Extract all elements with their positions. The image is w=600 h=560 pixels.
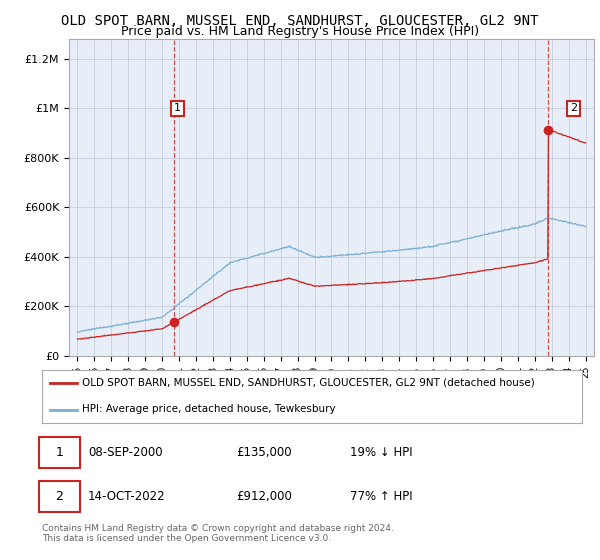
Text: OLD SPOT BARN, MUSSEL END, SANDHURST, GLOUCESTER, GL2 9NT: OLD SPOT BARN, MUSSEL END, SANDHURST, GL… bbox=[61, 14, 539, 28]
FancyBboxPatch shape bbox=[40, 437, 80, 468]
Text: Contains HM Land Registry data © Crown copyright and database right 2024.
This d: Contains HM Land Registry data © Crown c… bbox=[42, 524, 394, 543]
Text: HPI: Average price, detached house, Tewkesbury: HPI: Average price, detached house, Tewk… bbox=[83, 404, 336, 414]
Text: 1: 1 bbox=[174, 104, 181, 114]
Text: 08-SEP-2000: 08-SEP-2000 bbox=[88, 446, 163, 459]
Text: OLD SPOT BARN, MUSSEL END, SANDHURST, GLOUCESTER, GL2 9NT (detached house): OLD SPOT BARN, MUSSEL END, SANDHURST, GL… bbox=[83, 378, 535, 388]
Text: 2: 2 bbox=[56, 490, 64, 503]
Text: 2: 2 bbox=[570, 104, 577, 114]
Text: 14-OCT-2022: 14-OCT-2022 bbox=[88, 490, 166, 503]
Text: £135,000: £135,000 bbox=[236, 446, 292, 459]
Text: Price paid vs. HM Land Registry's House Price Index (HPI): Price paid vs. HM Land Registry's House … bbox=[121, 25, 479, 38]
Text: £912,000: £912,000 bbox=[236, 490, 292, 503]
FancyBboxPatch shape bbox=[40, 481, 80, 512]
Text: 77% ↑ HPI: 77% ↑ HPI bbox=[350, 490, 412, 503]
Text: 19% ↓ HPI: 19% ↓ HPI bbox=[350, 446, 412, 459]
Text: 1: 1 bbox=[56, 446, 64, 459]
